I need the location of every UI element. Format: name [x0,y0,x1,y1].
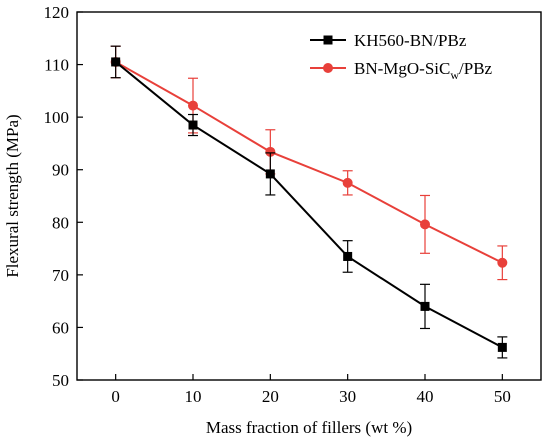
axes: 0 10 20 30 40 50 50 60 70 80 90 100 110 120 [44,3,511,406]
plot-frame [76,11,542,381]
y-tick-label: 50 [52,371,69,390]
y-tick-label: 90 [52,161,69,180]
series-kh560-bn-pbz [110,45,508,359]
legend-marker [323,35,333,45]
legend-label-main: BN-MgO-SiC [354,59,450,78]
y-tick-label: 100 [44,108,70,127]
plot-marks [110,45,508,359]
legend-label-tail: /PBz [459,59,493,78]
data-point [265,146,276,157]
legend-label: BN-MgO-SiCw/PBz [354,59,493,82]
data-point [111,57,121,67]
legend-entry: BN-MgO-SiCw/PBz [310,59,493,82]
data-point [497,342,507,352]
y-axis-label: Flexural strength (MPa) [3,114,22,277]
data-point [343,251,353,261]
data-point [342,177,353,188]
x-tick-label: 50 [494,387,511,406]
legend-label: KH560-BN/PBz [354,31,467,50]
data-point [420,301,430,311]
x-tick-label: 10 [185,387,202,406]
y-tick-label: 70 [52,266,69,285]
series-bn-mgo-sicw-pbz [110,45,508,281]
data-point [188,100,198,111]
data-point [265,169,275,179]
series-line [115,61,503,264]
y-tick-label: 120 [44,3,70,22]
x-tick-label: 0 [111,387,120,406]
x-tick-label: 30 [339,387,356,406]
x-axis-label: Mass fraction of fillers (wt %) [206,418,412,437]
x-tick-label: 20 [262,387,279,406]
legend-label-subscript: w [450,68,459,82]
data-point [188,120,198,130]
data-point [497,257,508,268]
y-tick-label: 80 [52,213,69,232]
x-tick-label: 40 [417,387,434,406]
legend-marker [323,63,333,73]
legend-entry: KH560-BN/PBz [310,31,467,50]
legend-label-main: KH560-BN/PBz [354,31,467,50]
y-tick-label: 60 [52,318,69,337]
data-point [420,219,430,230]
y-tick-label: 110 [44,56,69,75]
series-line [115,61,503,349]
legend: KH560-BN/PBz BN-MgO-SiCw/PBz [310,31,493,82]
